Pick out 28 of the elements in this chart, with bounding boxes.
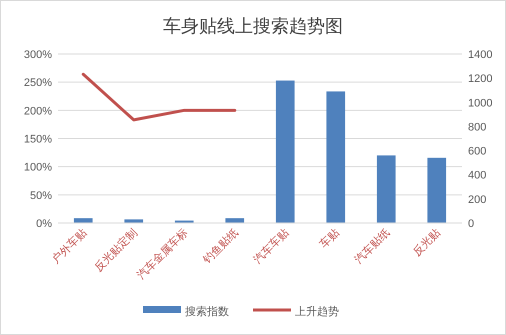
y2-tick-label: 200 [468,194,486,206]
bar [376,155,396,223]
y2-tick-label: 1200 [468,73,492,86]
legend-label: 上升趋势 [295,305,339,318]
y-tick-label: 200% [24,105,52,118]
legend-label: 搜索指数 [185,305,229,318]
x-tick-label: 汽车车贴 [251,226,292,266]
x-tick-label: 钓鱼贴纸 [200,226,241,267]
x-tick-label: 反光贴 [410,226,443,258]
bar [225,218,244,223]
y-tick-label: 150% [24,134,52,146]
chart-title: 车身贴线上搜索趋势图 [163,16,343,36]
y-tick-label: 100% [24,162,52,174]
y2-tick-label: 1000 [468,97,492,110]
y2-tick-label: 400 [468,170,486,182]
bar [427,158,446,223]
x-tick-label: 车贴 [317,226,342,251]
y2-tick-label: 600 [468,146,486,158]
bar [276,80,295,223]
y2-tick-label: 1400 [468,49,492,61]
y2-tick-label: 800 [468,121,486,134]
bar [326,91,346,223]
y-tick-label: 300% [24,49,52,61]
y-tick-label: 250% [24,77,52,90]
x-tick-label: 汽车贴纸 [352,226,392,266]
y-tick-label: 50% [30,190,52,202]
y2-tick-label: 0 [468,218,474,230]
bar [74,218,93,223]
